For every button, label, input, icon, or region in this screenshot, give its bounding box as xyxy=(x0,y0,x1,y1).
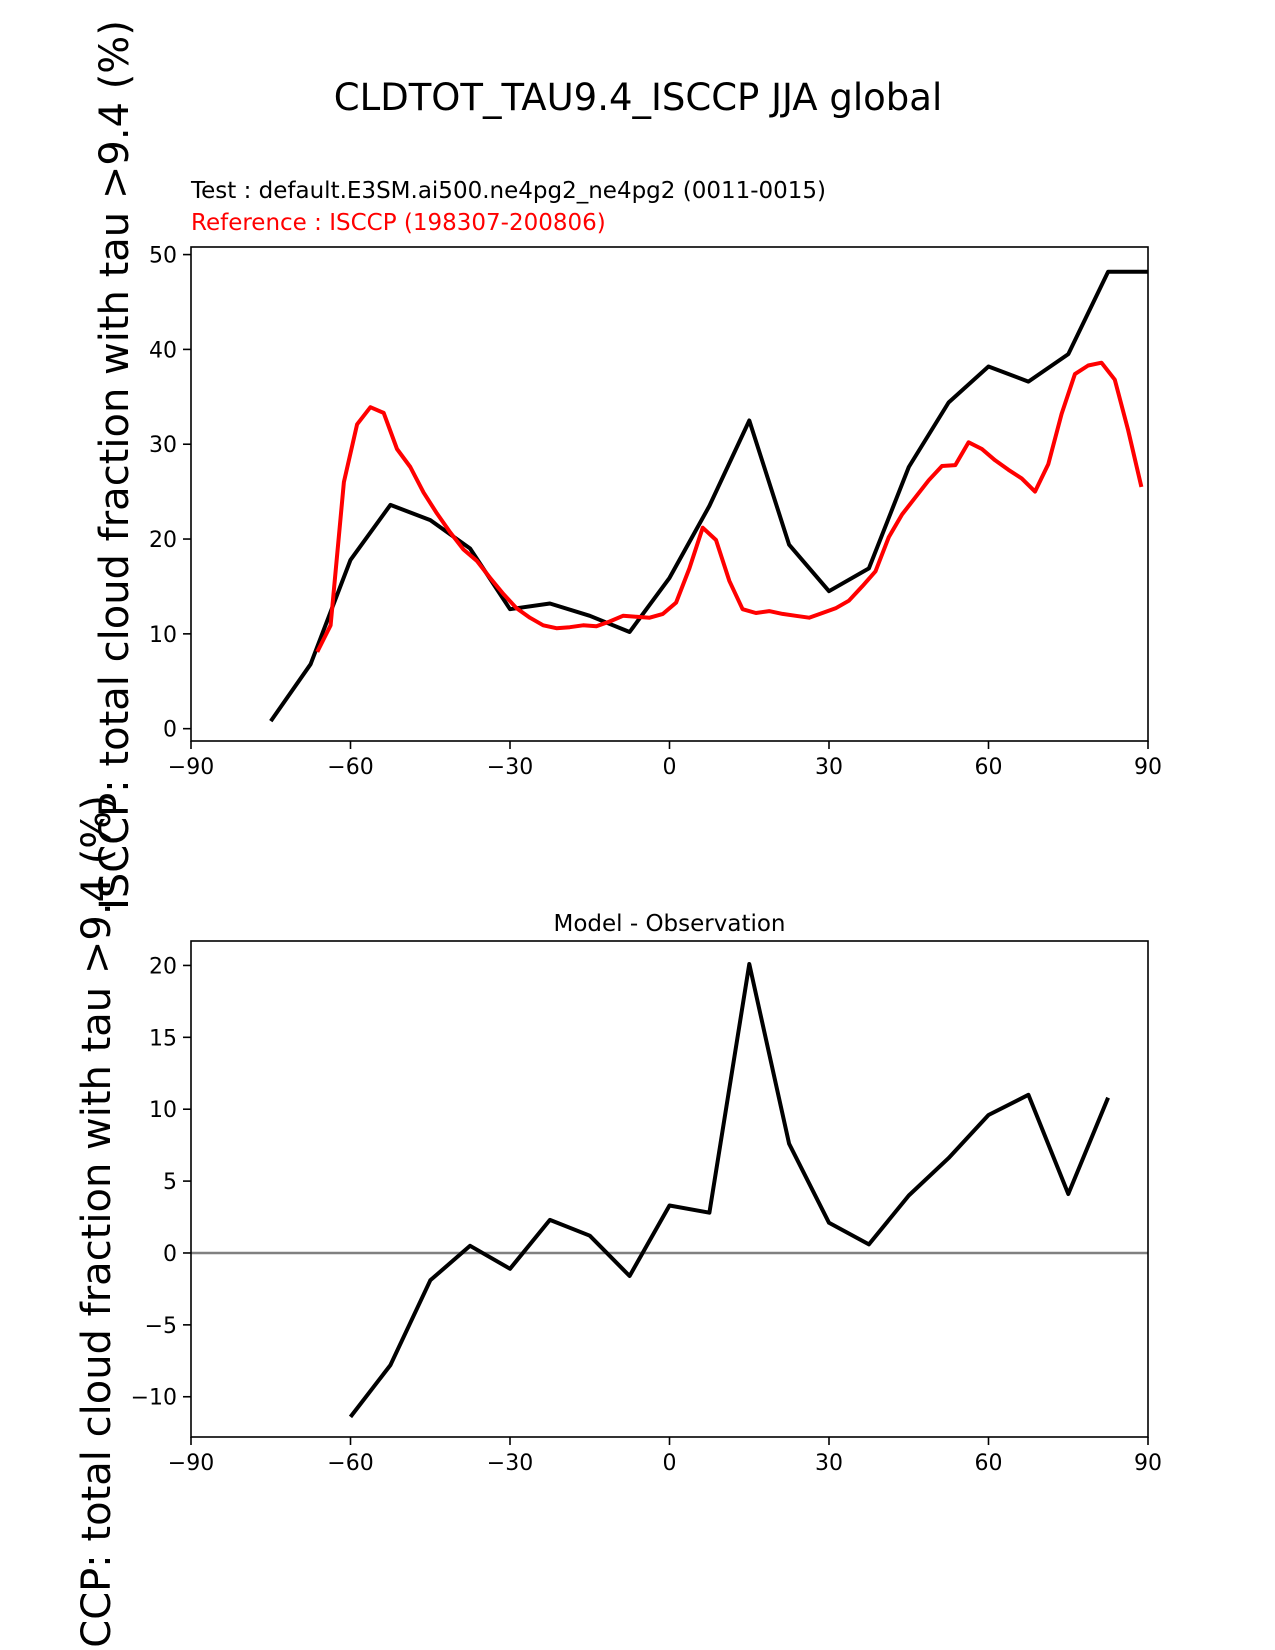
top-y-tick-label: 30 xyxy=(149,433,177,458)
top-x-tick-label: −30 xyxy=(487,755,533,780)
bottom-plot-frame xyxy=(190,940,1149,1438)
bottom-x-tick-label: 0 xyxy=(663,1451,677,1476)
bottom-x-tick-label: 30 xyxy=(815,1451,843,1476)
bottom-y-axis-label: ISCCP: total cloud fraction with tau >9.… xyxy=(74,795,120,1650)
bottom-y-tick-label: 0 xyxy=(163,1242,177,1267)
bottom-y-tick-label: −10 xyxy=(131,1386,177,1411)
test-label: Test : default.E3SM.ai500.ne4pg2_ne4pg2 … xyxy=(190,178,826,204)
bottom-y-tick-label: 20 xyxy=(149,954,177,979)
top-test-line xyxy=(269,269,1148,723)
bottom-panel-title: Model - Observation xyxy=(553,911,785,937)
top-y-tick-label: 40 xyxy=(149,338,177,363)
top-y-axis-label: ISCCP: total cloud fraction with tau >9.… xyxy=(92,20,138,910)
top-plot-frame xyxy=(190,246,1149,742)
bottom-panel-plot: Model - Observation −90 −60 −30 0 30 60 90 −10 −5… xyxy=(131,911,1162,1476)
top-y-tick-label: 50 xyxy=(149,244,177,269)
top-x-tick-label: 60 xyxy=(975,755,1003,780)
bottom-x-tick-label: −30 xyxy=(487,1451,533,1476)
figure-title: CLDTOT_TAU9.4_ISCCP JJA global xyxy=(334,76,942,119)
top-x-tick-label: −90 xyxy=(168,755,214,780)
bottom-difference-line xyxy=(348,962,1110,1419)
top-x-tick-label: 0 xyxy=(663,755,677,780)
bottom-x-tick-label: −90 xyxy=(168,1451,214,1476)
top-reference-line xyxy=(315,360,1144,653)
bottom-y-tick-label: 5 xyxy=(163,1170,177,1195)
reference-label: Reference : ISCCP (198307-200806) xyxy=(191,210,606,236)
bottom-y-tick-label: −5 xyxy=(145,1314,177,1339)
bottom-x-tick-label: 60 xyxy=(975,1451,1003,1476)
top-panel-plot: −90 −60 −30 0 30 60 90 0 10 20 30 40 50 xyxy=(149,244,1162,780)
bottom-x-tick-label: 90 xyxy=(1134,1451,1162,1476)
top-y-tick-label: 0 xyxy=(163,718,177,743)
top-x-tick-label: 90 xyxy=(1134,755,1162,780)
top-x-tick-label: 30 xyxy=(815,755,843,780)
top-y-tick-label: 20 xyxy=(149,528,177,553)
top-x-tick-label: −60 xyxy=(327,755,373,780)
bottom-x-tick-label: −60 xyxy=(327,1451,373,1476)
bottom-y-tick-label: 10 xyxy=(149,1098,177,1123)
top-y-tick-label: 10 xyxy=(149,623,177,648)
bottom-y-tick-label: 15 xyxy=(149,1026,177,1051)
